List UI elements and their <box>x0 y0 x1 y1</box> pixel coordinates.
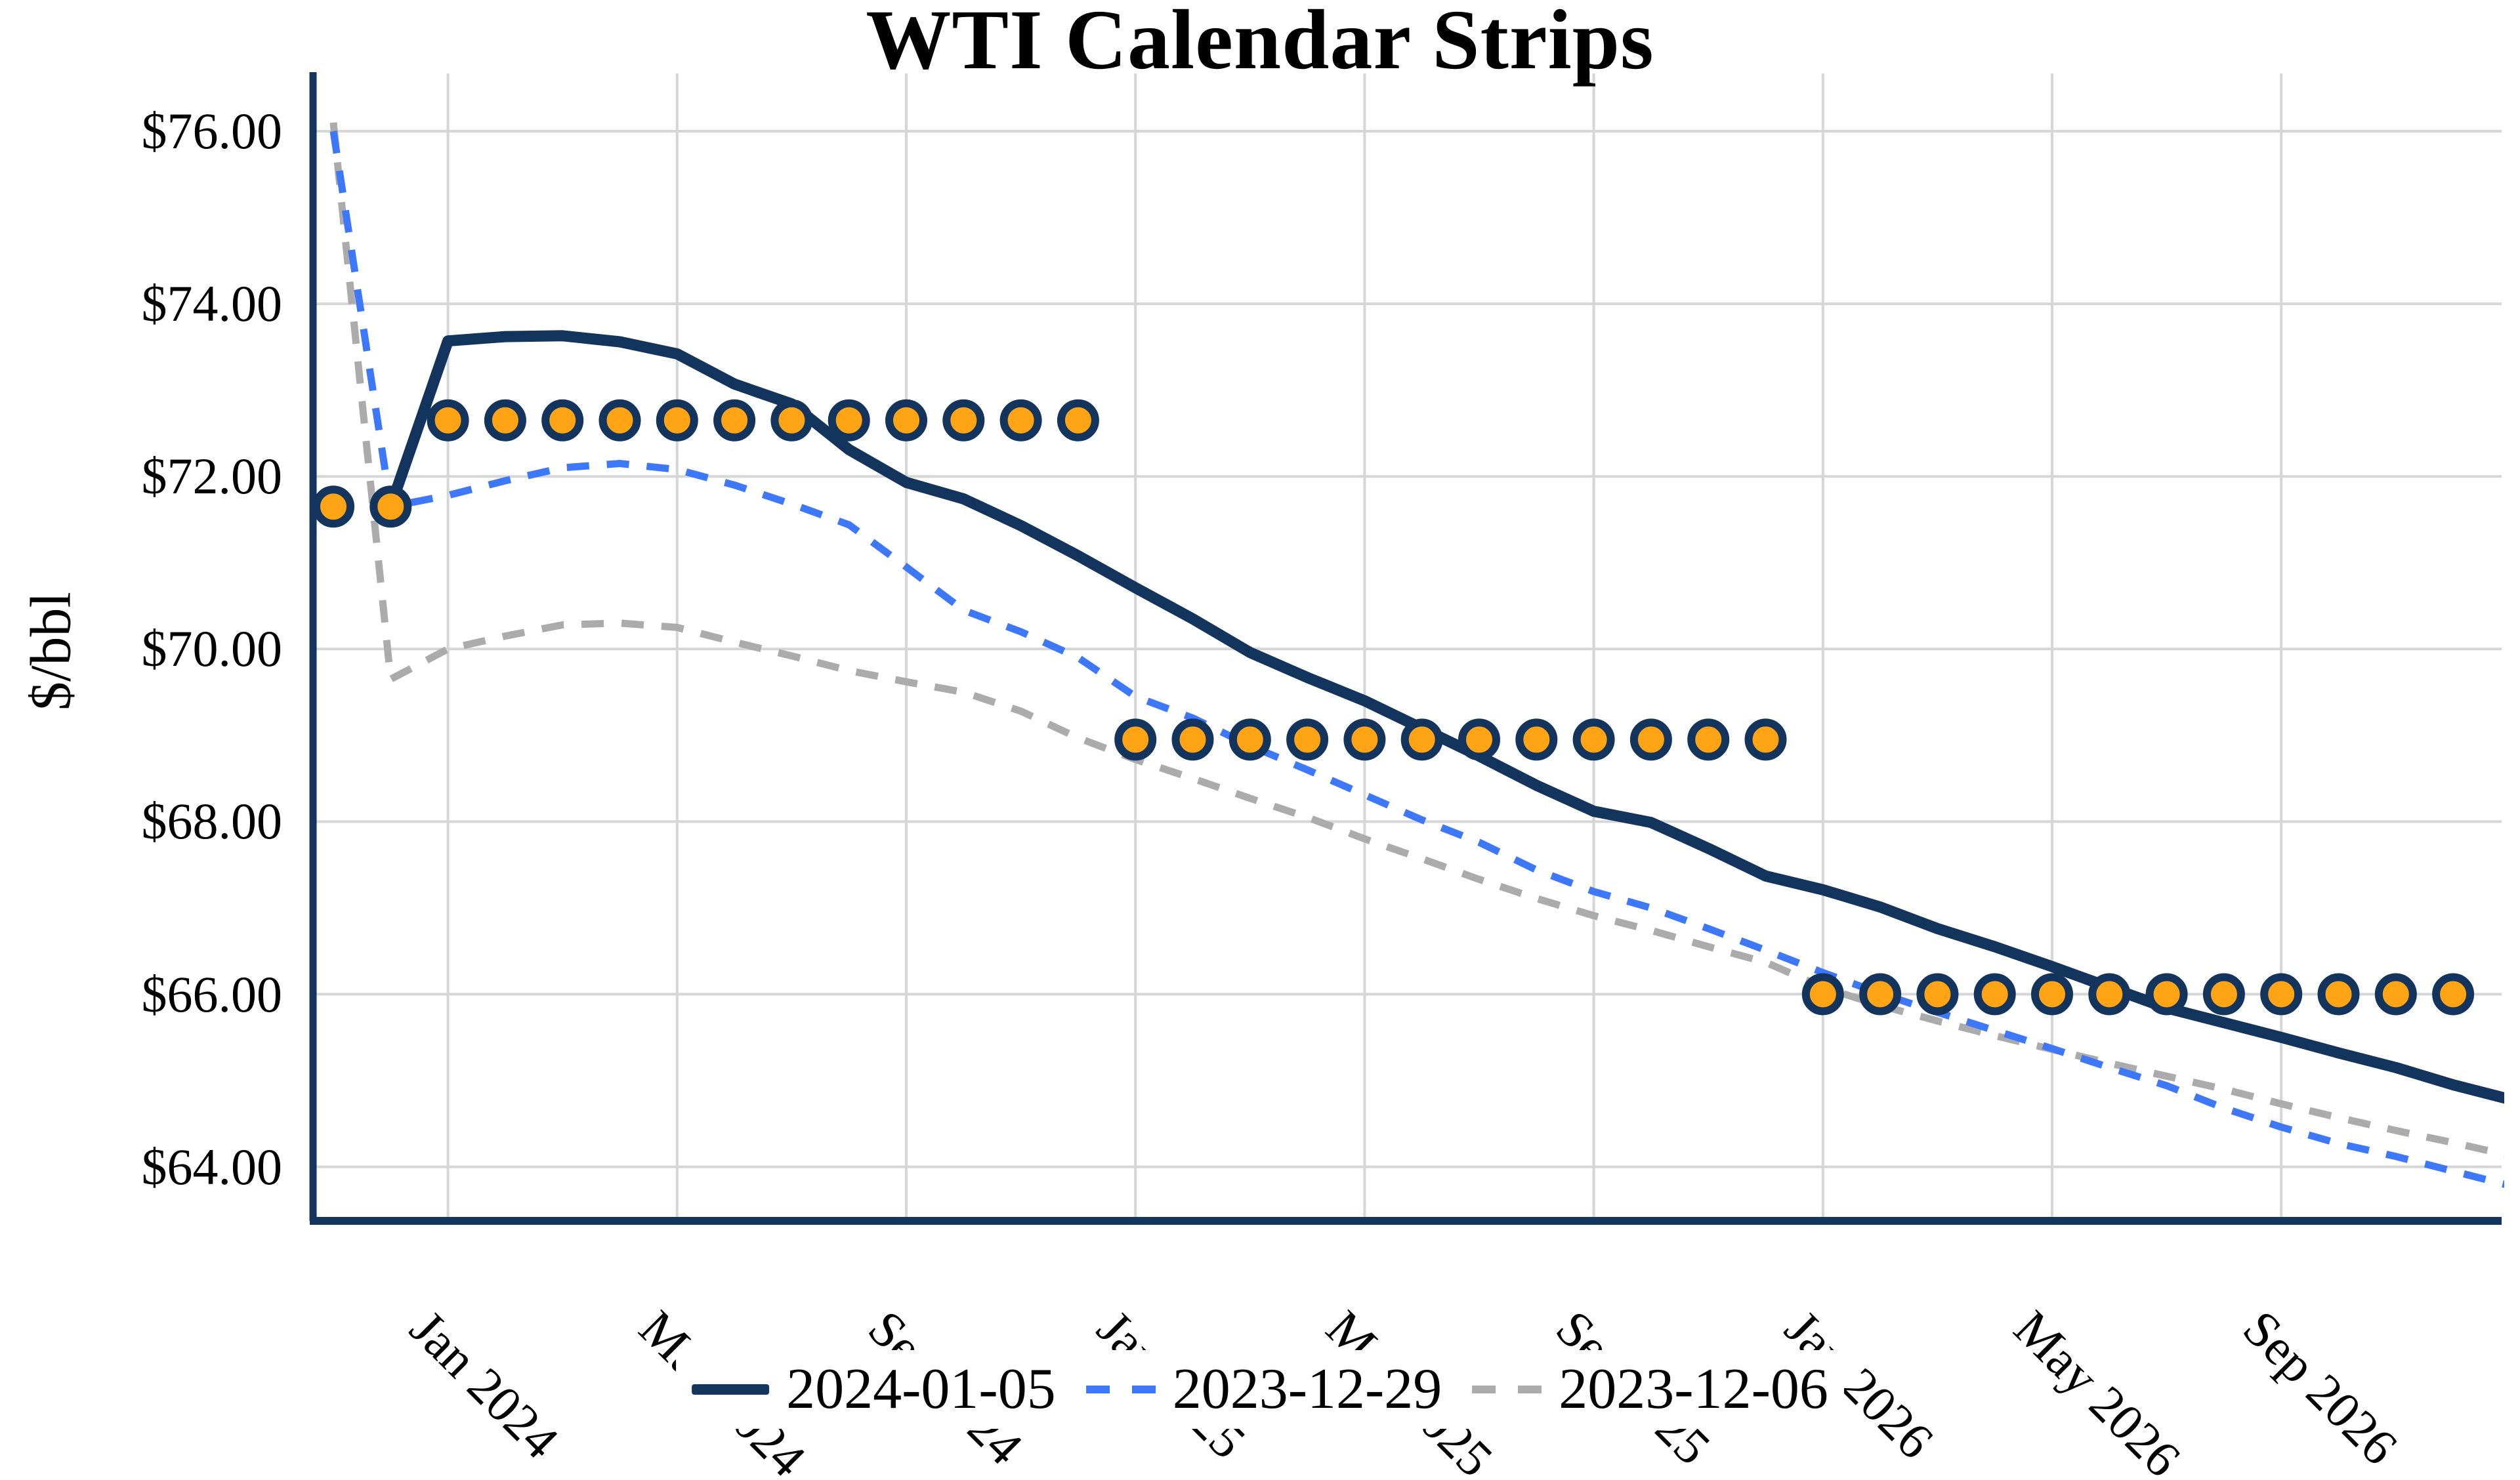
y-tick-label: $70.00 <box>141 620 283 678</box>
strip-dot <box>2031 973 2073 1016</box>
strip-dot <box>713 399 756 442</box>
strip-dot <box>828 399 870 442</box>
strip-dot <box>1057 399 1099 442</box>
y-tick-label: $72.00 <box>141 447 283 505</box>
legend-label: 2023-12-29 <box>1172 1357 1442 1421</box>
strip-dot <box>2432 973 2475 1016</box>
strip-dot <box>1400 718 1443 761</box>
series-line-2024-01-05 <box>385 330 2504 1104</box>
legend-solid-line-swatch <box>692 1384 770 1395</box>
strip-dot <box>2088 973 2131 1016</box>
y-tick-label: $66.00 <box>141 965 283 1023</box>
strip-dot <box>1744 718 1787 761</box>
strip-dot <box>427 399 469 442</box>
strip-dot <box>2145 973 2188 1016</box>
strip-dot <box>2260 973 2303 1016</box>
y-tick-label: $68.00 <box>141 792 283 850</box>
strip-dot <box>1687 718 1730 761</box>
strip-dot <box>942 399 985 442</box>
series-line-2023-12-29 <box>329 131 2504 1188</box>
strip-dot <box>2317 973 2360 1016</box>
legend-item-2023-12-06: 2023-12-06 <box>1472 1355 1828 1424</box>
y-tick-label: $76.00 <box>141 102 283 159</box>
legend-item-2024-01-05: 2024-01-05 <box>692 1355 1056 1424</box>
legend-label: 2024-01-05 <box>786 1357 1056 1421</box>
strip-dot <box>312 485 354 528</box>
strip-dot <box>1801 973 1844 1016</box>
strip-dot <box>484 399 526 442</box>
strip-dot <box>1916 973 1959 1016</box>
strip-dot <box>1114 718 1157 761</box>
strip-dot <box>1629 718 1672 761</box>
strip-dot <box>598 399 641 442</box>
strip-dot <box>1572 718 1615 761</box>
strip-dot <box>1286 718 1329 761</box>
strip-dot <box>1859 973 1902 1016</box>
strip-dot <box>1515 718 1558 761</box>
legend: 2024-01-05 2023-12-29 2023-12-06 <box>676 1350 1844 1429</box>
strip-dot <box>656 399 698 442</box>
legend-item-2023-12-29: 2023-12-29 <box>1085 1355 1442 1424</box>
strip-dot <box>885 399 927 442</box>
strip-dot <box>1171 718 1214 761</box>
strip-dot <box>369 485 412 528</box>
strip-dot <box>2374 973 2417 1016</box>
y-tick-label: $74.00 <box>141 275 283 333</box>
strip-dot <box>1973 973 2016 1016</box>
strip-dot <box>2202 973 2245 1016</box>
strip-dot <box>770 399 813 442</box>
y-tick-label: $64.00 <box>141 1138 283 1195</box>
strip-dot <box>999 399 1042 442</box>
strip-dot <box>1458 718 1500 761</box>
strip-dot <box>1343 718 1386 761</box>
legend-dashed-line-swatch <box>1085 1386 1156 1393</box>
legend-label: 2023-12-06 <box>1559 1357 1828 1421</box>
strip-dot <box>541 399 584 442</box>
chart-title: WTI Calendar Strips <box>866 0 1654 87</box>
strip-dot <box>1228 718 1271 761</box>
legend-dashed-line-swatch <box>1472 1386 1542 1393</box>
